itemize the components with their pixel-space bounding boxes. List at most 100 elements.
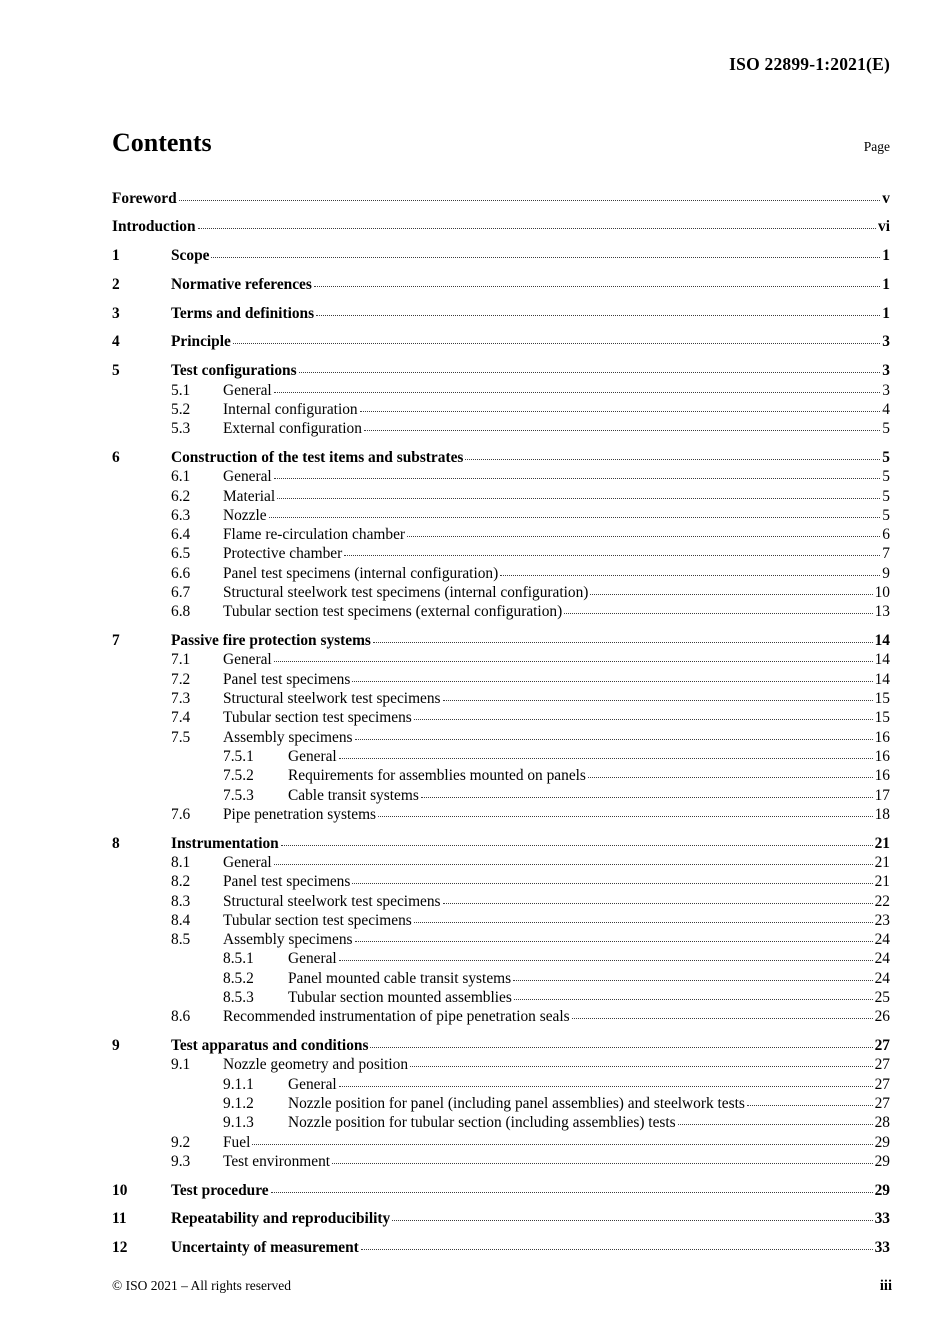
toc-entry-title: Scope <box>171 247 210 265</box>
toc-entry-title: General <box>288 1075 337 1093</box>
toc-entry-page: 27 <box>874 1056 890 1074</box>
toc-entry: 8.2 Panel test specimens 21 <box>112 872 890 891</box>
toc-dotted-leader <box>268 516 881 518</box>
toc-entry-page: 16 <box>874 747 890 765</box>
toc-entry-page: vi <box>878 218 890 236</box>
toc-entry-page: 21 <box>874 834 890 852</box>
toc-dotted-leader <box>413 719 873 721</box>
toc-entry: 6.7 Structural steelwork test specimens … <box>112 583 890 602</box>
toc-entry-number: 6.1 <box>171 468 191 486</box>
toc-entry-number: 7.5.3 <box>223 786 254 804</box>
toc-dotted-leader <box>298 372 881 374</box>
toc-dotted-leader <box>211 257 881 259</box>
toc-entry-title: Repeatability and reproducibility <box>171 1210 391 1228</box>
toc-entry-title: Test configurations <box>171 362 297 380</box>
toc-dotted-leader <box>407 536 881 538</box>
toc-entry-title: Tubular section test specimens <box>223 911 412 929</box>
toc-entry-page: 15 <box>874 690 890 708</box>
toc-entry-number: 6.2 <box>171 487 191 505</box>
toc-dotted-leader <box>352 883 873 885</box>
toc-dotted-leader <box>677 1124 873 1126</box>
toc-entry: 7.6 Pipe penetration systems 18 <box>112 805 890 824</box>
toc-entry-page: 23 <box>874 911 890 929</box>
toc-entry: 6.8 Tubular section test specimens (exte… <box>112 602 890 621</box>
toc-dotted-leader <box>363 430 881 432</box>
toc-entry-page: 14 <box>874 632 890 650</box>
toc-entry-number: 7.1 <box>171 651 191 669</box>
toc-entry-number: 1 <box>112 247 120 265</box>
toc-entry-number: 10 <box>112 1181 128 1199</box>
toc-entry-title: Terms and definitions <box>171 304 315 322</box>
toc-dotted-leader <box>360 1249 873 1251</box>
toc-entry-number: 8.6 <box>171 1008 191 1026</box>
toc-entry: 9.2 Fuel 29 <box>112 1133 890 1152</box>
toc-entry: 2 Normative references 1 <box>112 275 890 294</box>
toc-entry-page: 22 <box>874 892 890 910</box>
toc-entry: 4 Principle 3 <box>112 332 890 351</box>
toc-entry: 9.1 Nozzle geometry and position 27 <box>112 1055 890 1074</box>
toc-entry: 5.1 General 3 <box>112 381 890 400</box>
toc-entry-number: 6.4 <box>171 526 191 544</box>
toc-entry-title: Assembly specimens <box>223 728 353 746</box>
toc-entry: 8.3 Structural steelwork test specimens … <box>112 892 890 911</box>
toc-entry-title: Foreword <box>112 189 177 207</box>
page-footer: © ISO 2021 – All rights reserved iii <box>112 1278 892 1295</box>
toc-entry: 11 Repeatability and reproducibility 33 <box>112 1209 890 1228</box>
toc-entry: 10 Test procedure 29 <box>112 1181 890 1200</box>
toc-entry: 3 Terms and definitions 1 <box>112 304 890 323</box>
toc-entry-title: Panel test specimens (internal configura… <box>223 564 499 582</box>
toc-entry: 7.5.2 Requirements for assemblies mounte… <box>112 766 890 785</box>
toc-entry: 7.2 Panel test specimens 14 <box>112 670 890 689</box>
toc-entry: 8.4 Tubular section test specimens 23 <box>112 911 890 930</box>
toc-entry-title: Uncertainty of measurement <box>171 1239 359 1257</box>
toc-entry-number: 7 <box>112 632 120 650</box>
toc-entry-page: 3 <box>882 362 890 380</box>
toc-entry-number: 9 <box>112 1037 120 1055</box>
toc-dotted-leader <box>280 844 873 846</box>
toc-entry: 6.2 Material 5 <box>112 487 890 506</box>
toc-entry-page: 10 <box>874 584 890 602</box>
toc-entry: 9 Test apparatus and conditions 27 <box>112 1036 890 1055</box>
toc-entry: 8 Instrumentation 21 <box>112 834 890 853</box>
toc-dotted-leader <box>344 555 881 557</box>
toc-dotted-leader <box>442 902 873 904</box>
toc-entry-title: Introduction <box>112 218 196 236</box>
toc-entry-number: 8.1 <box>171 853 191 871</box>
toc-dotted-leader <box>465 458 881 460</box>
toc-entry-page: 4 <box>882 400 890 418</box>
toc-dotted-leader <box>564 613 873 615</box>
toc-entry-number: 7.4 <box>171 709 191 727</box>
toc-entry-page: 24 <box>874 931 890 949</box>
folio-page-number: iii <box>879 1278 892 1294</box>
toc-entry: 8.5.1 General 24 <box>112 949 890 968</box>
toc-entry: 9.1.1 General 27 <box>112 1075 890 1094</box>
toc-dotted-leader <box>392 1220 873 1222</box>
toc-dotted-leader <box>420 796 873 798</box>
toc-dotted-leader <box>313 285 881 287</box>
toc-entry-number: 11 <box>112 1210 127 1228</box>
toc-entry: 7 Passive fire protection systems 14 <box>112 631 890 650</box>
toc-dotted-leader <box>352 680 873 682</box>
toc-entry-page: 5 <box>882 420 890 438</box>
toc-entry-title: Panel test specimens <box>223 873 351 891</box>
toc-entry-page: v <box>882 189 890 207</box>
toc-entry: 5.3 External configuration 5 <box>112 419 890 438</box>
toc-entry-number: 8.2 <box>171 873 191 891</box>
toc-entry-title: Cable transit systems <box>288 786 419 804</box>
toc-entry: 8.1 General 21 <box>112 853 890 872</box>
toc-entry-title: Assembly specimens <box>223 931 353 949</box>
toc-entry-title: Structural steelwork test specimens <box>223 690 441 708</box>
toc-entry-page: 14 <box>874 651 890 669</box>
toc-entry-number: 7.5 <box>171 728 191 746</box>
toc-entry: 9.3 Test environment 29 <box>112 1152 890 1171</box>
toc-entry-title: General <box>223 381 272 399</box>
toc-entry-number: 12 <box>112 1239 128 1257</box>
toc-entry-page: 5 <box>882 468 890 486</box>
toc-dotted-leader <box>178 199 881 201</box>
toc-entry-title: Pipe penetration systems <box>223 805 377 823</box>
toc-entry-page: 27 <box>874 1094 890 1112</box>
toc-dotted-leader <box>197 228 877 230</box>
toc-entry-page: 6 <box>882 526 890 544</box>
toc-entry-number: 7.2 <box>171 670 191 688</box>
